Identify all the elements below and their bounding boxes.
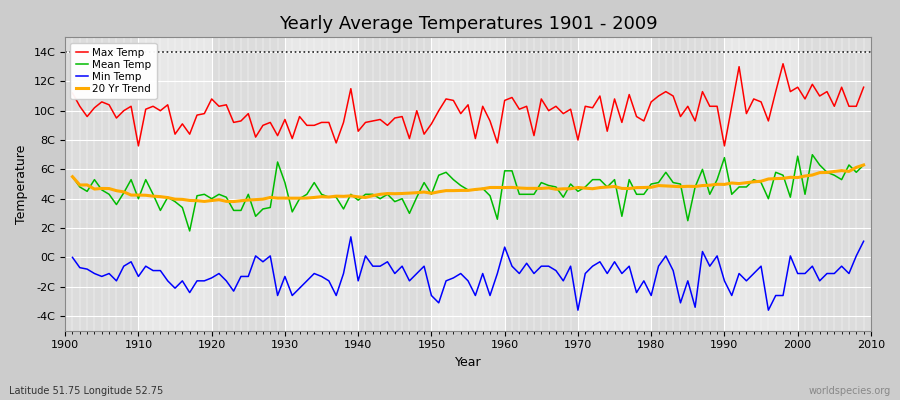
Mean Temp	[859, 162, 869, 167]
Bar	[505, 37, 578, 331]
Bar	[724, 37, 797, 331]
Mean Temp	[807, 152, 818, 157]
Max Temp	[68, 91, 78, 96]
Max Temp	[338, 120, 349, 125]
Bar	[797, 37, 871, 331]
Legend: Max Temp, Mean Temp, Min Temp, 20 Yr Trend: Max Temp, Mean Temp, Min Temp, 20 Yr Tre…	[70, 42, 157, 99]
Mean Temp	[68, 174, 78, 179]
Mean Temp	[595, 177, 606, 182]
Line: 20 Yr Trend: 20 Yr Trend	[73, 165, 864, 202]
Bar	[212, 37, 285, 331]
Bar	[139, 37, 212, 331]
Max Temp	[133, 144, 144, 148]
Min Temp	[126, 259, 137, 264]
X-axis label: Year: Year	[454, 356, 482, 369]
Mean Temp	[184, 228, 195, 233]
Min Temp	[507, 264, 517, 268]
Max Temp	[500, 98, 510, 103]
Text: Latitude 51.75 Longitude 52.75: Latitude 51.75 Longitude 52.75	[9, 386, 163, 396]
20 Yr Trend	[859, 162, 869, 167]
Max Temp	[126, 104, 137, 109]
Line: Min Temp: Min Temp	[73, 237, 864, 310]
Max Temp	[595, 94, 606, 98]
20 Yr Trend	[500, 185, 510, 190]
Mean Temp	[507, 168, 517, 173]
20 Yr Trend	[507, 185, 517, 190]
Max Temp	[778, 61, 788, 66]
20 Yr Trend	[126, 193, 137, 198]
Y-axis label: Temperature: Temperature	[15, 144, 28, 224]
Min Temp	[68, 255, 78, 260]
Min Temp	[500, 245, 510, 250]
Line: Max Temp: Max Temp	[73, 64, 864, 146]
Mean Temp	[338, 206, 349, 211]
Text: worldspecies.org: worldspecies.org	[809, 386, 891, 396]
20 Yr Trend	[294, 196, 305, 200]
Max Temp	[294, 114, 305, 119]
Max Temp	[507, 95, 517, 100]
Bar	[65, 37, 139, 331]
20 Yr Trend	[229, 199, 239, 204]
Min Temp	[287, 293, 298, 298]
Min Temp	[572, 308, 583, 312]
20 Yr Trend	[595, 185, 606, 190]
Mean Temp	[126, 177, 137, 182]
Bar	[285, 37, 358, 331]
Bar	[652, 37, 725, 331]
Line: Mean Temp: Mean Temp	[73, 155, 864, 231]
Min Temp	[331, 293, 342, 298]
Min Temp	[602, 271, 613, 276]
Title: Yearly Average Temperatures 1901 - 2009: Yearly Average Temperatures 1901 - 2009	[279, 15, 657, 33]
20 Yr Trend	[68, 174, 78, 179]
Bar	[578, 37, 652, 331]
20 Yr Trend	[338, 194, 349, 199]
Max Temp	[859, 85, 869, 90]
Mean Temp	[294, 196, 305, 201]
Bar	[431, 37, 505, 331]
Mean Temp	[500, 168, 510, 173]
Min Temp	[859, 239, 869, 244]
Bar	[358, 37, 431, 331]
Min Temp	[346, 234, 356, 239]
